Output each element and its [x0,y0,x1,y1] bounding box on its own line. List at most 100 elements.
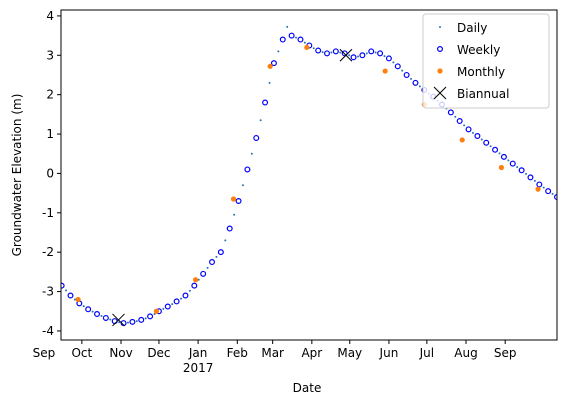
monthly-point [75,296,81,303]
daily-point [100,314,103,317]
weekly-point [244,166,251,173]
daily-point [330,51,333,54]
x-tick-label: Jul [419,346,434,360]
weekly-point [262,99,269,106]
y-tick-label: -1 [42,206,54,220]
x-tick-label: Jun [379,346,399,360]
y-tick-label: 4 [46,9,54,23]
daily-point [489,145,492,148]
weekly-point [297,36,304,43]
daily-point [339,51,342,54]
weekly-point [226,225,233,232]
weekly-point [447,109,454,116]
weekly-point [173,298,180,305]
weekly-point [182,292,189,299]
daily-point [383,55,386,58]
weekly-point [102,314,109,321]
y-tick-label: 1 [46,127,54,141]
weekly-point [253,134,260,141]
weekly-point [368,48,375,55]
daily-point [516,166,519,169]
daily-point [162,307,165,310]
weekly-point [509,160,516,167]
weekly-point [270,60,277,67]
x-tick-label: Apr [301,346,322,360]
legend-label: Weekly [457,43,500,57]
y-tick-label: -2 [42,245,54,259]
daily-point [118,321,121,324]
y-tick-label: 2 [46,88,54,102]
weekly-point [359,52,366,59]
weekly-point [138,316,145,323]
daily-point [410,77,413,80]
weekly-point [235,197,242,204]
weekly-point [85,306,92,313]
y-tick-label: 3 [46,48,54,62]
legend-label: Monthly [457,65,505,79]
daily-point [73,298,76,301]
weekly-point [483,139,490,146]
daily-point [471,131,474,134]
weekly-point [456,118,463,125]
y-tick-label: 0 [46,166,54,180]
x-tick-label: May [337,346,362,360]
weekly-point [412,79,419,86]
legend-marker [439,26,441,28]
daily-point [525,172,528,175]
daily-point [392,61,395,64]
weekly-point [191,282,198,289]
x-tick-label: Feb [227,346,248,360]
daily-point [480,138,483,141]
weekly-point [536,181,543,188]
x-tick-label: Oct [71,346,92,360]
weekly-point [474,133,481,140]
legend-marker [433,86,447,100]
monthly-point [498,164,504,171]
weekly-point [394,63,401,70]
legend-label: Biannual [457,87,509,101]
weekly-point [67,292,74,299]
x-tick-label: Mar [261,346,284,360]
daily-point [542,186,545,189]
daily-point [188,289,191,292]
daily-point [365,52,368,55]
daily-point [144,317,147,320]
daily-point [401,69,404,72]
daily-point [171,303,174,306]
x-tick-label: Sep [33,346,56,360]
x-tick-label: Aug [454,346,477,360]
daily-point [91,310,94,313]
legend-marker [437,68,443,74]
daily-point [180,297,183,300]
biannual-point [112,313,125,327]
daily-point [250,152,253,155]
legend-marker [437,45,444,52]
x-tick-label: Sep [494,346,517,360]
weekly-point [545,188,552,195]
daily-point [259,119,262,122]
weekly-point [111,318,118,325]
daily-point [65,289,68,292]
daily-point [418,85,421,88]
daily-point [241,184,244,187]
daily-point [224,239,227,242]
monthly-point [304,44,310,51]
x-tick-label: Jan 2017 [183,346,214,375]
weekly-point [61,282,65,289]
daily-point [374,51,377,54]
daily-point [286,25,289,28]
daily-point [233,213,236,216]
weekly-point [403,71,410,78]
weekly-point [377,50,384,57]
monthly-point [382,68,388,74]
weekly-point [350,54,357,61]
daily-point [295,36,298,39]
weekly-point [492,146,499,153]
daily-point [303,41,306,44]
daily-point [135,320,138,323]
axes-frame [60,9,558,341]
daily-point [312,47,315,50]
daily-point [153,313,156,316]
daily-point [215,255,218,258]
